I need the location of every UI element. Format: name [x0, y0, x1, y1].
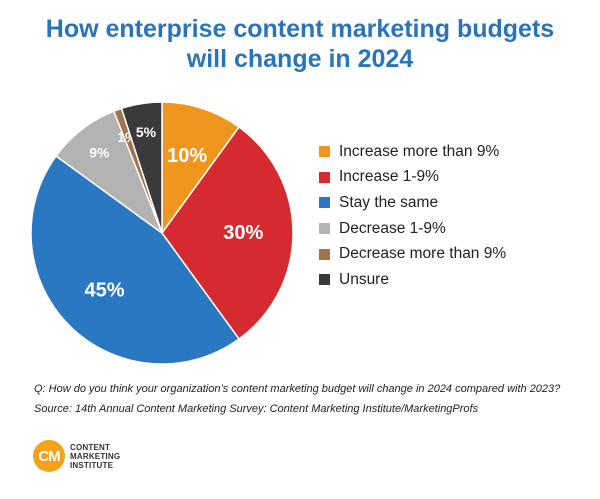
legend-swatch — [319, 171, 330, 183]
legend-label: Decrease more than 9% — [339, 245, 507, 263]
legend-item-decrease-1-9: Decrease 1-9% — [319, 216, 506, 242]
legend-item-increase-more-than-9: Increase more than 9% — [319, 139, 506, 165]
legend-item-stay-the-same: Stay the same — [319, 190, 506, 216]
legend-label: Increase 1-9% — [339, 168, 439, 186]
survey-question: Q: How do you think your organization’s … — [34, 383, 561, 395]
cmi-logo: CM CONTENT MARKETING INSTITUTE — [33, 440, 120, 472]
chart-title-line-1: How enterprise content marketing budgets — [45, 15, 555, 43]
data-label-unsure: 5% — [136, 124, 157, 140]
legend-label: Stay the same — [339, 193, 439, 211]
legend-swatch — [319, 146, 330, 158]
data-label-increase-more-than-9: 10% — [167, 145, 207, 167]
pie-slice-increase-1-9 — [161, 125, 294, 341]
legend-swatch — [319, 248, 330, 260]
pie-slice-increase-more-than-9 — [161, 101, 241, 236]
data-label-stay-the-same: 45% — [85, 279, 125, 301]
data-label-decrease-1-9: 9% — [89, 144, 110, 160]
legend-item-decrease-more-than-9: Decrease more than 9% — [319, 241, 506, 267]
data-label-increase-1-9: 30% — [223, 222, 263, 244]
legend: Increase more than 9% Increase 1-9% Stay t… — [319, 139, 506, 293]
chart-title: How enterprise content marketing budgets… — [0, 14, 600, 74]
legend-label: Increase more than 9% — [339, 142, 500, 160]
legend-swatch — [319, 274, 330, 286]
pie-slice-stay-the-same — [30, 154, 241, 365]
legend-swatch — [319, 223, 330, 235]
cmi-logo-text-line-2: MARKETING — [70, 451, 121, 461]
pie-slice-unsure — [120, 101, 163, 234]
legend-swatch — [319, 197, 330, 209]
cmi-logo-text-line-3: INSTITUTE — [70, 460, 114, 470]
cmi-logo-text-line-1: CONTENT — [70, 442, 111, 452]
legend-label: Decrease 1-9% — [339, 219, 446, 237]
cmi-logo-mark: CM — [33, 440, 65, 472]
chart-title-line-2: will change in 2024 — [186, 45, 414, 73]
legend-item-increase-1-9: Increase 1-9% — [319, 165, 506, 191]
legend-label: Unsure — [339, 270, 389, 288]
source-note: Source: 14th Annual Content Marketing Su… — [34, 403, 479, 415]
legend-item-unsure: Unsure — [319, 267, 506, 293]
cmi-logo-text: CONTENT MARKETING INSTITUTE — [70, 443, 120, 470]
